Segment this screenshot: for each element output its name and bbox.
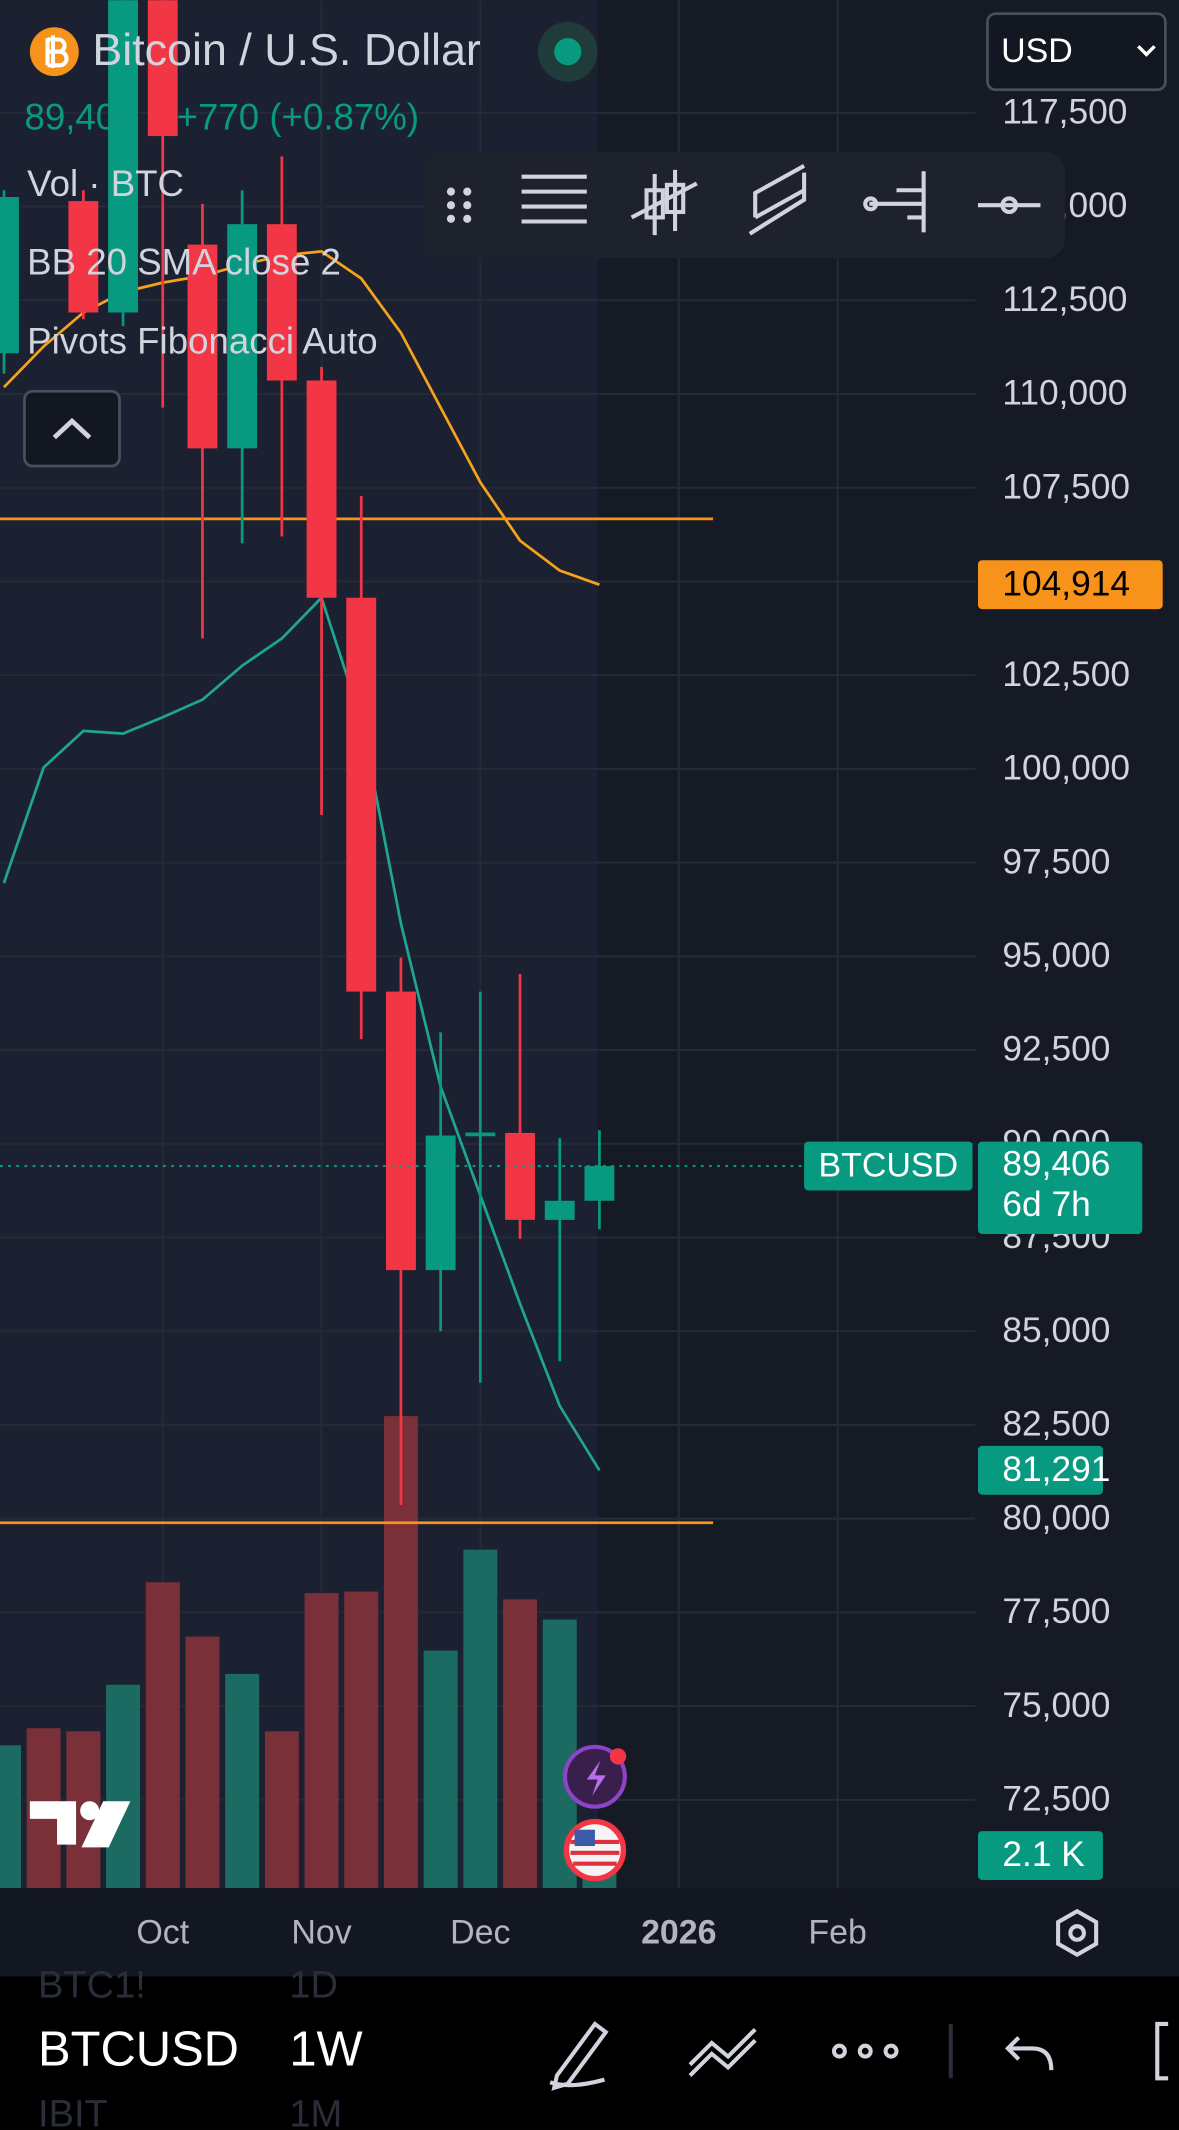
volume-bar: [0, 1745, 21, 1889]
volume-bar: [463, 1549, 498, 1889]
symbol-prev: BTC1!: [38, 1964, 146, 2006]
indicators-button[interactable]: [688, 2027, 757, 2078]
indicator-pivots[interactable]: Pivots Fibonacci Auto: [27, 320, 377, 361]
bb-lower-label-box: [977, 1445, 1103, 1495]
indicator-volume[interactable]: Vol · BTC: [27, 163, 184, 204]
y-tick-label: 82,500: [1002, 1405, 1110, 1444]
overlay: Bitcoin / U.S. Dollar 89,406 +770 (+0.87…: [0, 12, 1179, 2130]
y-tick-label: 92,500: [1002, 1030, 1110, 1069]
x-tick-label: Oct: [136, 1913, 189, 1951]
symbol-next: IBIT: [38, 2093, 108, 2130]
price-change: +770 (+0.87%): [177, 96, 420, 137]
fullscreen-button[interactable]: [1155, 2021, 1169, 2081]
y-tick-label: 110,000: [1002, 374, 1127, 413]
x-tick-label: Nov: [291, 1913, 351, 1951]
currency-dropdown[interactable]: [986, 12, 1167, 92]
volume-bar: [145, 1582, 180, 1889]
volume-bar: [344, 1591, 379, 1889]
bb-upper-line: [2, 249, 600, 586]
volume-bar: [264, 1731, 299, 1889]
candle-body: [266, 224, 297, 381]
notification-dot: [609, 1748, 627, 1765]
y-tick-label: 75,000: [1002, 1686, 1110, 1725]
toolbar-icons: [446, 164, 1041, 236]
last-price: 89,406: [24, 96, 136, 137]
y-tick-label: 117,500: [1002, 93, 1127, 132]
bottom-icons: [549, 2021, 1169, 2091]
drawing-toolbar: [423, 152, 1065, 259]
channel-tool[interactable]: [748, 164, 807, 236]
collapse-button[interactable]: [23, 389, 121, 468]
y-tick-label: 100,000: [1002, 749, 1130, 788]
y-tick-label: 80,000: [1002, 1498, 1110, 1537]
symbol[interactable]: BTCUSD: [38, 2022, 239, 2076]
volume-bar: [423, 1650, 458, 1889]
indicator-bb[interactable]: BB 20 SMA close 2: [27, 242, 341, 283]
dropdown-chevron: [1137, 45, 1156, 57]
candle-body: [306, 380, 337, 598]
candle-body: [385, 991, 416, 1271]
bolt-icon: [586, 1760, 606, 1796]
y-tick-label: 97,500: [1002, 842, 1110, 881]
interval-prev: 1D: [289, 1964, 338, 2006]
candle-body: [0, 197, 19, 354]
bb-upper-label-box: [977, 560, 1163, 610]
y-tick-label: 107,500: [1002, 467, 1130, 506]
symbol-title: Bitcoin / U.S. Dollar: [92, 25, 481, 75]
volume-label: 2.1 K: [1002, 1835, 1085, 1874]
interval-next: 1M: [289, 2093, 342, 2130]
currency: USD: [1001, 32, 1073, 70]
bb-lower-label: 81,291: [1002, 1450, 1110, 1489]
volume-bar: [185, 1636, 220, 1889]
plot: [0, 0, 976, 1889]
volume-bar: [503, 1599, 538, 1889]
symbol-tag: BTCUSD: [819, 1146, 959, 1184]
volume-bar: [106, 1684, 141, 1889]
candle-body: [425, 1135, 456, 1271]
price-label-box: [977, 1141, 1143, 1234]
tradingview-logo: [29, 1801, 131, 1848]
volume-bar: [304, 1593, 339, 1889]
volume-label-box: [977, 1831, 1103, 1880]
candle-body: [544, 1200, 575, 1220]
countdown: 6d 7h: [1002, 1185, 1090, 1224]
y-tick-label: 85,000: [1002, 1311, 1110, 1350]
price-label: 89,406: [1002, 1144, 1110, 1183]
candle-body: [108, 0, 139, 313]
bb-lower-line: [2, 595, 601, 1472]
y-tick-label: 72,500: [1002, 1780, 1110, 1819]
candle-body: [227, 224, 258, 449]
draw-button[interactable]: [549, 2021, 609, 2091]
bb-upper-label: 104,914: [1002, 564, 1130, 603]
projection-tool[interactable]: [869, 171, 926, 233]
candle-body: [147, 0, 178, 137]
settings-icon[interactable]: [1056, 1908, 1099, 1958]
date-axis: [0, 1888, 1179, 1977]
undo-button[interactable]: [1004, 2036, 1054, 2071]
volume-bar: [225, 1673, 260, 1889]
y-tick-label: 77,500: [1002, 1592, 1110, 1631]
market-status[interactable]: [554, 38, 582, 66]
bitcoin-glyph: [45, 35, 69, 69]
y-tick-label: 102,500: [1002, 655, 1130, 694]
candle-body: [346, 597, 377, 992]
x-tick-label: 2026: [641, 1913, 717, 1951]
x-tick-label: Dec: [450, 1913, 510, 1951]
y-tick-label: 112,500: [1002, 280, 1127, 319]
symbol-tag-box: [804, 1141, 973, 1191]
candle-body: [584, 1166, 615, 1201]
chevron-up: [52, 417, 92, 440]
candle-body: [505, 1132, 535, 1220]
highlight-range: [0, 0, 598, 1889]
flag-canton: [574, 1829, 595, 1847]
fib-tool[interactable]: [521, 174, 587, 224]
candle-body: [187, 244, 218, 449]
candle-body: [465, 1132, 496, 1137]
interval[interactable]: 1W: [289, 2022, 362, 2076]
y-tick-label: 95,000: [1002, 936, 1110, 975]
x-tick-label: Feb: [808, 1913, 866, 1951]
candle-body: [68, 201, 99, 313]
